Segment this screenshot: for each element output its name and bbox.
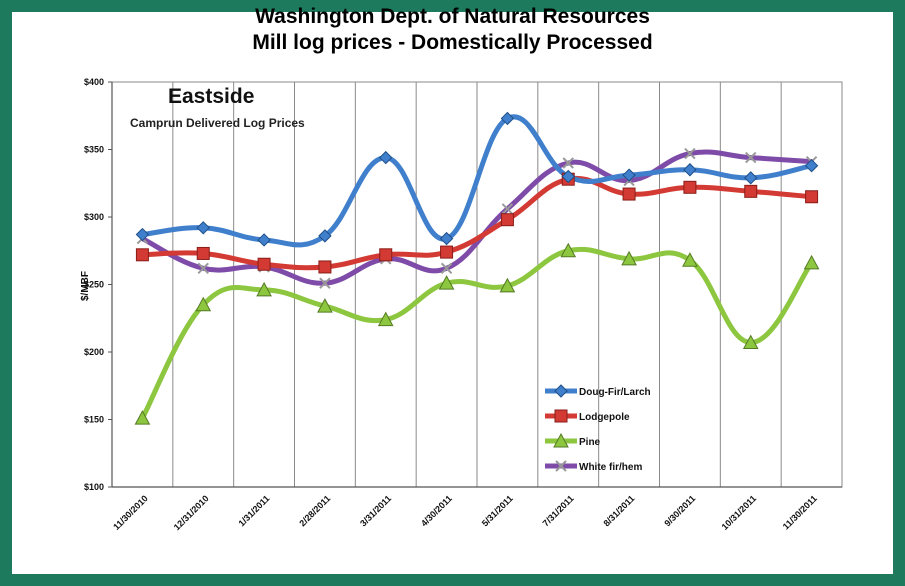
- data-point-lodgepole: [257, 257, 271, 271]
- data-point-white-fir-hem: [197, 262, 209, 275]
- legend-marker: [553, 432, 569, 448]
- data-point-white-fir-hem: [440, 262, 453, 275]
- legend-marker: [555, 460, 567, 472]
- data-point-pine: [621, 250, 637, 266]
- chart-legend: Doug-Fir/Larch Lodgepole Pine White fir/hem: [545, 384, 651, 473]
- data-point-doug-fir-larch: [804, 158, 819, 173]
- data-point-pine: [134, 410, 151, 425]
- data-point-pine: [195, 296, 212, 312]
- chart-series-markers: [134, 111, 820, 425]
- data-point-doug-fir-larch: [744, 171, 758, 185]
- x-tick-label: 9/30/2011: [662, 493, 697, 528]
- data-point-doug-fir-larch: [500, 111, 515, 126]
- legend-marker: [554, 409, 568, 423]
- data-point-white-fir-hem: [501, 203, 514, 215]
- x-tick-label: 3/31/2011: [358, 493, 393, 528]
- chart-subtitle: Camprun Delivered Log Prices: [130, 116, 305, 130]
- chart-title: Eastside: [168, 85, 254, 108]
- x-tick-label: 11/30/2011: [781, 493, 819, 531]
- y-tick-label: $200: [84, 347, 104, 357]
- data-point-doug-fir-larch: [196, 221, 210, 235]
- data-point-pine: [256, 281, 272, 297]
- data-point-doug-fir-larch: [318, 229, 332, 243]
- data-point-pine: [499, 277, 516, 293]
- x-tick-labels: 11/30/2010 12/31/2010 1/31/2011 2/28/2011 3/…: [111, 493, 819, 532]
- data-point-white-fir-hem: [745, 151, 757, 164]
- legend-marker: [554, 384, 568, 398]
- data-point-lodgepole: [744, 184, 758, 198]
- data-point-lodgepole: [135, 248, 149, 262]
- y-tick-label: $250: [84, 280, 104, 290]
- x-tick-label: 11/30/2010: [111, 493, 150, 532]
- data-point-lodgepole: [196, 246, 210, 260]
- y-axis-label: $/MBF: [80, 271, 91, 301]
- data-point-white-fir-hem: [684, 147, 696, 160]
- data-point-doug-fir-larch: [561, 169, 575, 184]
- data-point-doug-fir-larch: [379, 150, 393, 165]
- y-tick-label: $400: [84, 77, 104, 87]
- data-point-lodgepole: [318, 260, 332, 274]
- x-tick-label: 4/30/2011: [419, 493, 454, 528]
- data-point-white-fir-hem: [562, 157, 574, 169]
- data-point-lodgepole: [683, 180, 697, 194]
- data-point-white-fir-hem: [319, 277, 331, 289]
- x-tick-label: 2/28/2011: [297, 493, 332, 528]
- data-point-doug-fir-larch: [135, 227, 150, 242]
- x-tick-label: 12/31/2010: [172, 493, 211, 532]
- data-point-doug-fir-larch: [439, 231, 454, 246]
- data-point-lodgepole: [622, 187, 636, 201]
- y-tick-labels: $100 $150 $200 $250 $300 $350 $400: [84, 77, 112, 492]
- data-point-pine: [742, 334, 759, 350]
- legend-label: Lodgepole: [579, 412, 630, 423]
- y-tick-label: $300: [84, 212, 104, 222]
- x-tick-label: 10/31/2011: [720, 493, 759, 532]
- x-tick-label: 5/31/2011: [480, 493, 515, 528]
- x-tick-label: 8/31/2011: [601, 493, 636, 528]
- y-tick-label: $350: [84, 145, 104, 155]
- header-title-line1: Washington Dept. of Natural Resources: [255, 5, 650, 28]
- x-tick-label: 1/31/2011: [236, 493, 271, 528]
- data-point-lodgepole: [500, 213, 514, 227]
- data-point-pine: [377, 311, 394, 327]
- header-title-line2: Mill log prices - Domestically Processed: [252, 31, 653, 54]
- data-point-pine: [560, 242, 577, 258]
- x-tick-label: 7/31/2011: [541, 493, 576, 528]
- data-point-pine: [317, 298, 333, 313]
- y-tick-label: $100: [84, 482, 104, 492]
- y-tick-label: $150: [84, 415, 104, 425]
- series-line-pine: [139, 246, 815, 421]
- data-point-lodgepole: [379, 248, 393, 262]
- data-point-doug-fir-larch: [257, 233, 271, 247]
- chart-header: Washington Dept. of Natural Resources Mi…: [0, 4, 905, 56]
- data-point-pine: [438, 275, 455, 290]
- data-point-doug-fir-larch: [622, 168, 636, 182]
- data-point-lodgepole: [805, 190, 819, 204]
- data-point-lodgepole: [440, 245, 454, 259]
- data-point-doug-fir-larch: [683, 163, 697, 177]
- legend-label: White fir/hem: [579, 462, 642, 473]
- data-point-pine: [682, 252, 698, 267]
- legend-label: Pine: [579, 437, 601, 448]
- data-point-pine: [803, 254, 820, 270]
- legend-label: Doug-Fir/Larch: [579, 387, 651, 398]
